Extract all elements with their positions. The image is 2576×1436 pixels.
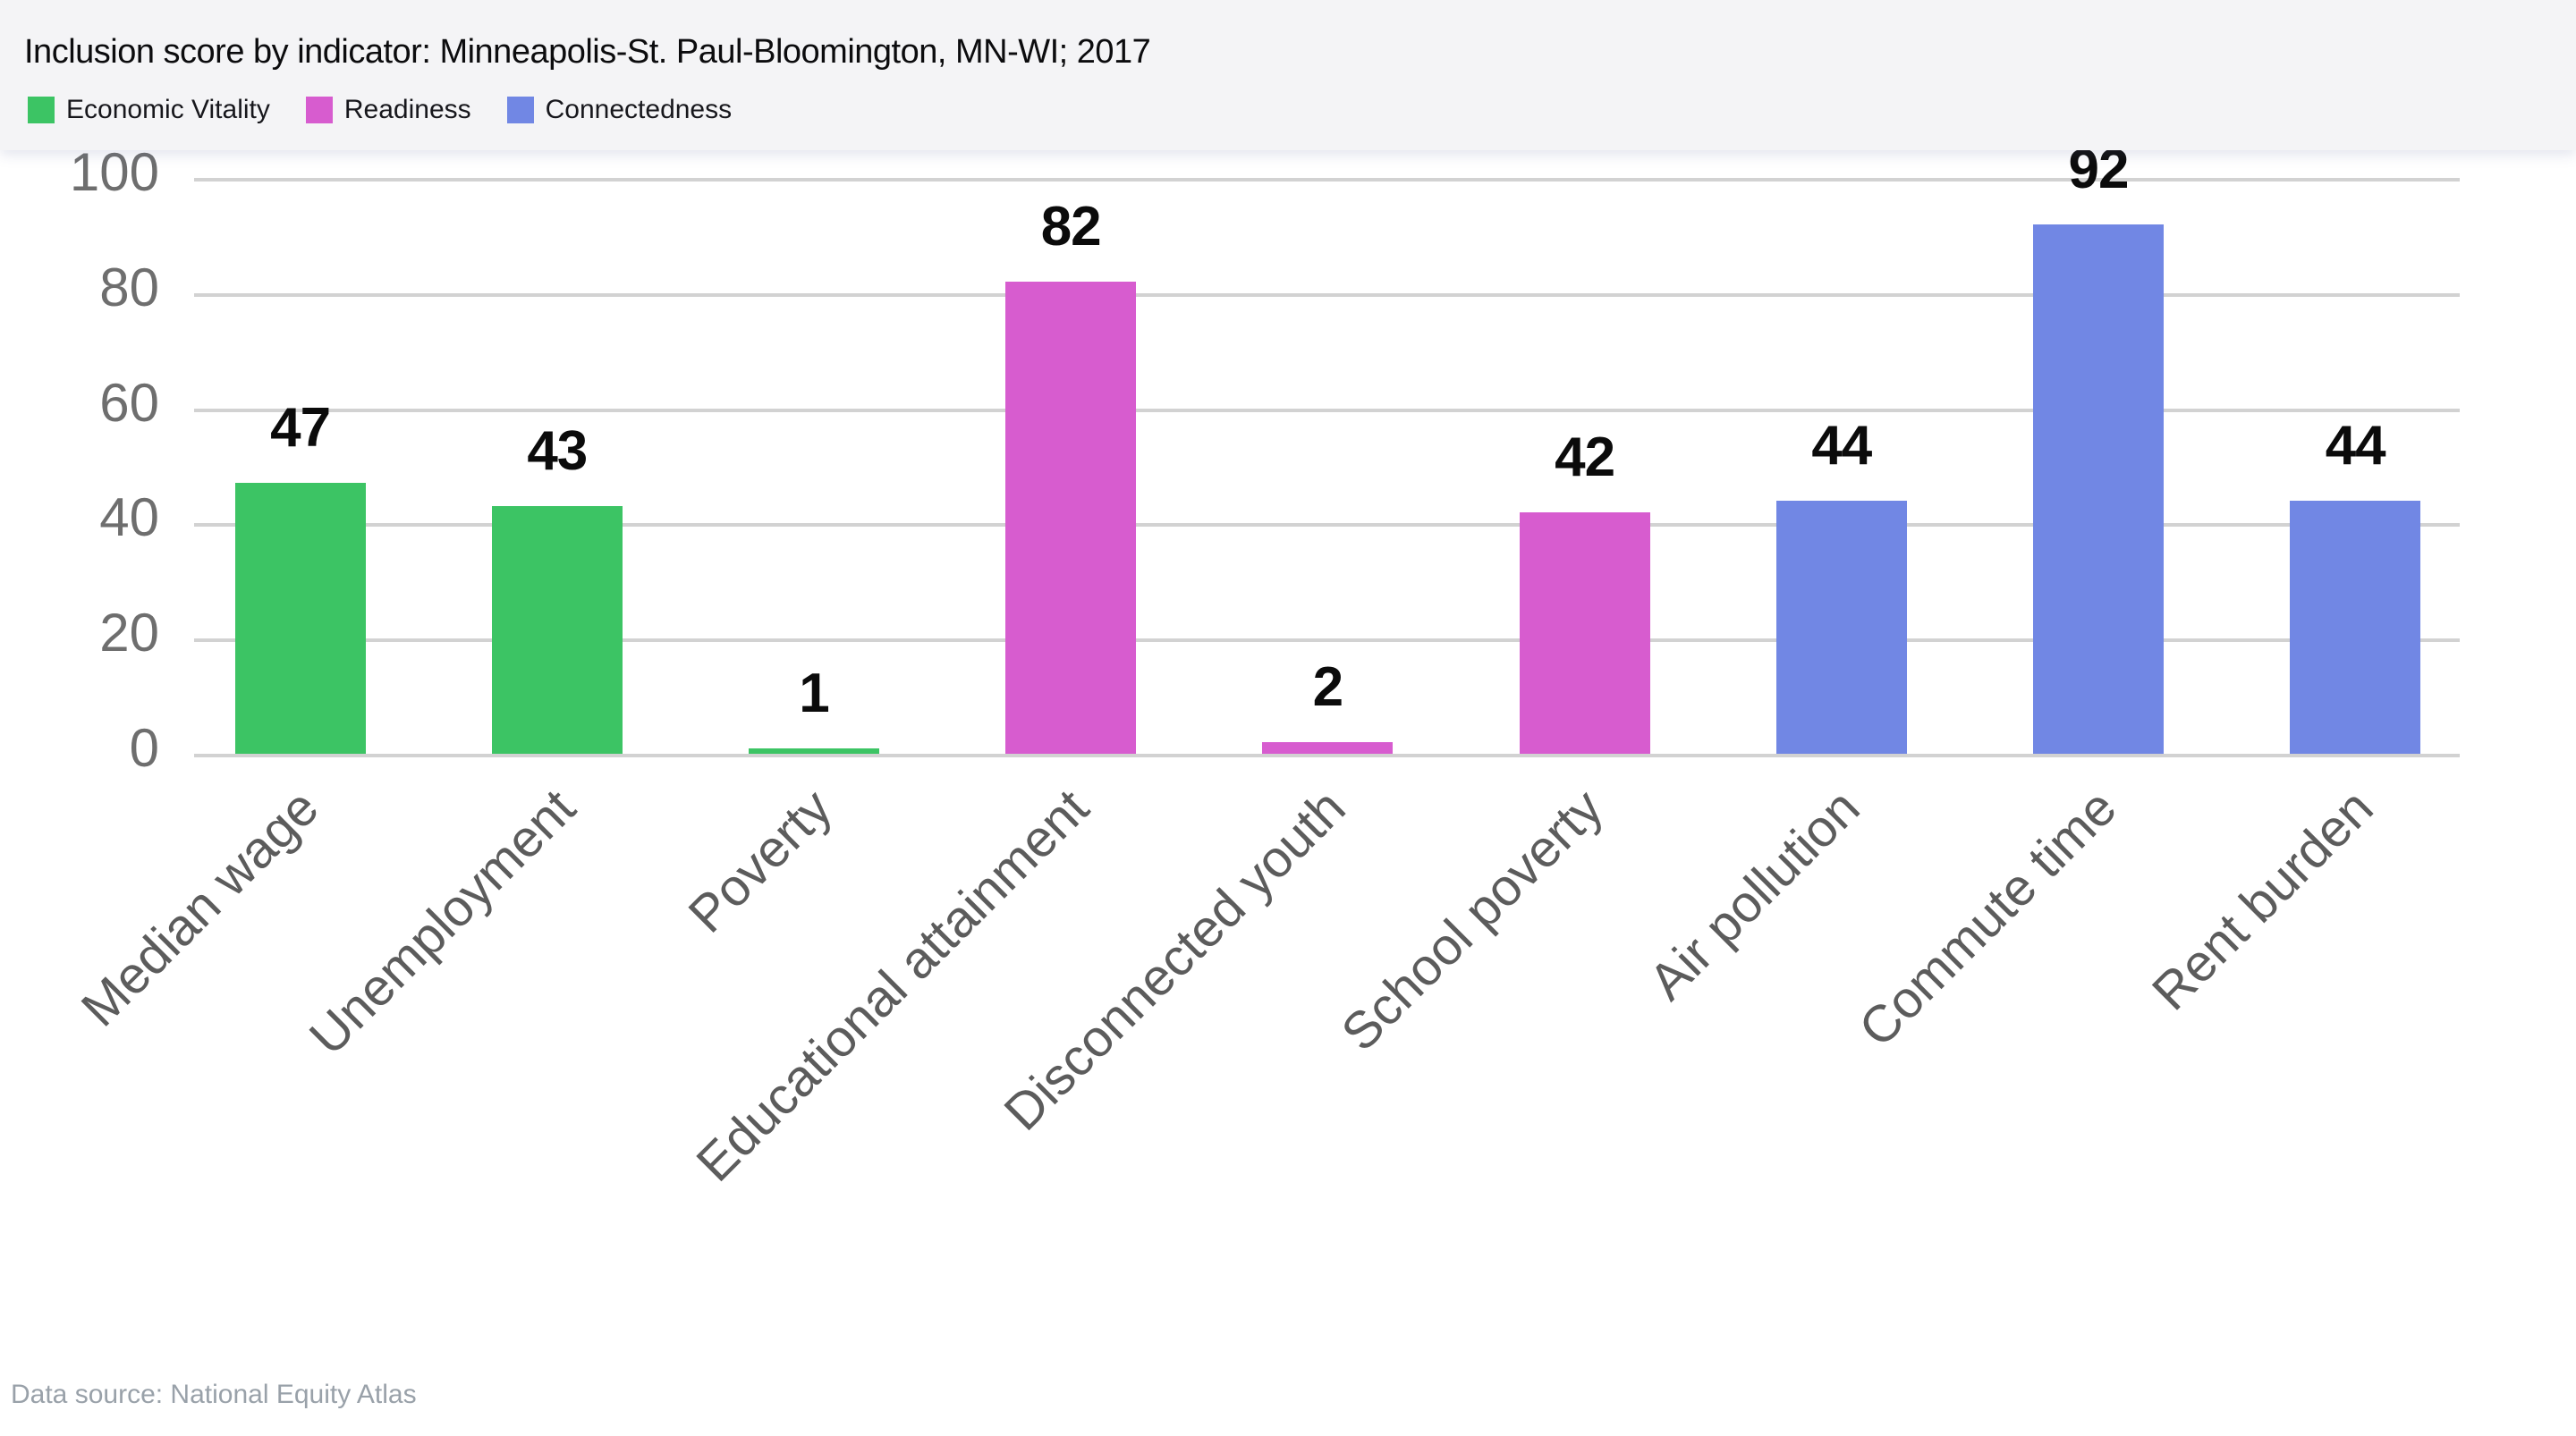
legend-item-economic-vitality[interactable]: Economic Vitality: [28, 95, 270, 125]
bar-disconnected-youth[interactable]: [1262, 742, 1394, 754]
y-axis-tick-label: 20: [99, 603, 159, 663]
y-axis-tick-label: 0: [129, 718, 159, 778]
gridline-y-100: [194, 178, 2460, 182]
bar-value-label: 43: [527, 420, 588, 483]
legend-swatch: [28, 97, 55, 123]
x-axis-tick-label: Rent burden: [2141, 778, 2385, 1022]
bar-value-label: 44: [2325, 414, 2386, 477]
x-axis-tick-label: Commute time: [1847, 778, 2128, 1059]
legend: Economic Vitality Readiness Connectedness: [28, 95, 733, 125]
y-axis-tick-label: 80: [99, 257, 159, 317]
bar-educational-attainment[interactable]: [1005, 281, 1137, 754]
legend-item-readiness[interactable]: Readiness: [305, 95, 471, 125]
chart-title: Inclusion score by indicator: Minneapoli…: [24, 33, 1151, 71]
bar-value-label: 44: [1811, 414, 1872, 477]
bar-value-label: 92: [2068, 138, 2130, 200]
gridline-y-60: [194, 408, 2460, 412]
bar-school-poverty[interactable]: [1519, 511, 1650, 754]
legend-label: Connectedness: [545, 95, 733, 124]
y-axis-tick-label: 40: [99, 487, 159, 548]
bar-median-wage[interactable]: [234, 483, 366, 754]
x-axis-tick-label: Unemployment: [298, 778, 587, 1067]
legend-item-connectedness[interactable]: Connectedness: [506, 95, 733, 125]
y-axis-tick-label: 100: [69, 142, 159, 202]
bar-value-label: 1: [799, 662, 829, 724]
gridline-y-80: [194, 292, 2460, 297]
bar-value-label: 2: [1312, 656, 1343, 719]
x-axis-line: [194, 754, 2460, 757]
x-axis-tick-label: Air pollution: [1638, 778, 1871, 1011]
gridline-y-40: [194, 523, 2460, 528]
y-axis-tick-label: 60: [99, 372, 159, 433]
legend-swatch: [506, 97, 534, 123]
legend-swatch: [305, 97, 333, 123]
legend-label: Readiness: [343, 95, 471, 124]
bar-air-pollution[interactable]: [1775, 500, 1907, 754]
bar-rent-burden[interactable]: [2290, 500, 2421, 754]
x-axis-tick-label: School poverty: [1329, 778, 1614, 1062]
bar-value-label: 82: [1040, 195, 1102, 258]
data-source: Data source: National Equity Atlas: [11, 1380, 417, 1409]
bar-value-label: 42: [1555, 426, 1615, 488]
gridline-y-20: [194, 638, 2460, 643]
x-axis-tick-label: Educational attainment: [685, 778, 1100, 1193]
chart-header: Inclusion score by indicator: Minneapoli…: [0, 0, 2576, 150]
bar-value-label: 47: [270, 397, 331, 460]
bar-poverty[interactable]: [749, 748, 879, 754]
x-axis-tick-label: Poverty: [677, 778, 843, 944]
legend-label: Economic Vitality: [66, 95, 270, 124]
bar-commute-time[interactable]: [2033, 224, 2164, 754]
x-axis-tick-label: Disconnected youth: [993, 778, 1357, 1142]
bar-unemployment[interactable]: [491, 506, 623, 754]
